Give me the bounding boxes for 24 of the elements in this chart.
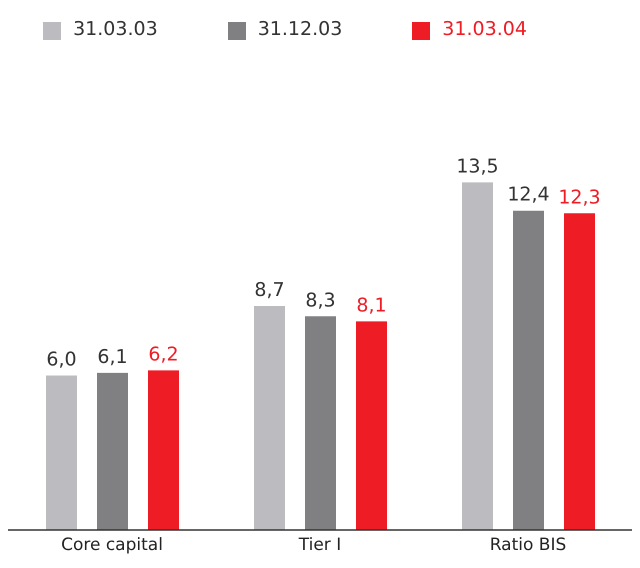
bar bbox=[254, 306, 285, 530]
data-label: 6,2 bbox=[148, 343, 179, 366]
data-label: 8,1 bbox=[356, 294, 387, 316]
data-label: 13,5 bbox=[456, 155, 499, 178]
bar bbox=[305, 316, 336, 530]
bar bbox=[148, 370, 179, 530]
bar bbox=[513, 210, 544, 530]
legend-label: 31.03.03 bbox=[73, 18, 158, 40]
legend-label: 31.03.04 bbox=[442, 18, 527, 40]
data-label: 12,4 bbox=[507, 184, 550, 206]
bar bbox=[356, 321, 387, 530]
bar bbox=[462, 182, 493, 530]
bar bbox=[46, 376, 77, 530]
bar bbox=[564, 213, 595, 530]
data-label: 6,1 bbox=[97, 346, 128, 368]
data-label: 8,7 bbox=[254, 278, 285, 301]
x-tick-label: Tier I bbox=[298, 535, 342, 556]
x-tick-label: Core capital bbox=[61, 535, 163, 556]
legend-label: 31.12.03 bbox=[258, 18, 342, 40]
data-label: 12,3 bbox=[558, 186, 601, 208]
x-tick-label: Ratio BIS bbox=[490, 535, 566, 556]
data-label: 8,3 bbox=[305, 289, 336, 312]
bar bbox=[97, 372, 128, 530]
data-label: 6,0 bbox=[46, 348, 77, 370]
